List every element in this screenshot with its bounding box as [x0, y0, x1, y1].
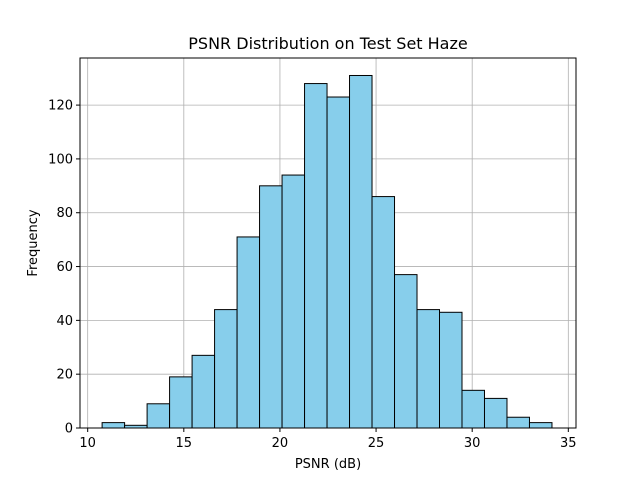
histogram-bar — [416, 309, 441, 429]
y-axis-label: Frequency — [26, 209, 41, 276]
histogram-bar — [349, 74, 373, 429]
histogram-bar — [371, 196, 396, 429]
histogram-bar — [236, 236, 261, 429]
x-tick-label: 20 — [272, 436, 289, 451]
x-axis-ticks: 10 15 20 25 30 35 — [79, 428, 577, 451]
y-tick-label: 40 — [56, 314, 73, 329]
histogram-bar — [146, 403, 171, 429]
histogram-bar — [169, 376, 193, 429]
histogram-bar — [483, 397, 508, 429]
histogram-bar — [304, 83, 328, 429]
x-tick-label: 35 — [560, 436, 577, 451]
histogram-bar — [461, 389, 485, 429]
x-tick-label: 25 — [368, 436, 385, 451]
y-tick-label: 80 — [56, 206, 73, 221]
histogram-bar — [101, 422, 126, 429]
x-axis-label: PSNR (dB) — [295, 457, 361, 472]
y-tick-label: 20 — [56, 368, 73, 383]
bars-group — [101, 74, 553, 429]
histogram-bar — [191, 354, 216, 429]
histogram-bar — [439, 311, 463, 429]
y-tick-label: 100 — [48, 152, 73, 167]
y-tick-label: 120 — [48, 99, 73, 114]
histogram-bar — [528, 422, 553, 429]
y-tick-label: 0 — [65, 422, 73, 437]
x-tick-label: 15 — [176, 436, 193, 451]
histogram-bar — [214, 309, 238, 429]
x-tick-label: 10 — [79, 436, 96, 451]
y-tick-label: 60 — [56, 260, 73, 275]
histogram-bar — [394, 274, 418, 429]
histogram-bar — [281, 174, 306, 429]
x-tick-label: 30 — [464, 436, 481, 451]
chart-title: PSNR Distribution on Test Set Haze — [188, 34, 467, 53]
y-axis-ticks: 0 20 40 60 80 100 120 — [48, 99, 80, 437]
plot-frame — [79, 57, 577, 429]
histogram-bar — [326, 96, 351, 429]
histogram-bar — [259, 185, 283, 429]
histogram-bar — [506, 416, 530, 429]
